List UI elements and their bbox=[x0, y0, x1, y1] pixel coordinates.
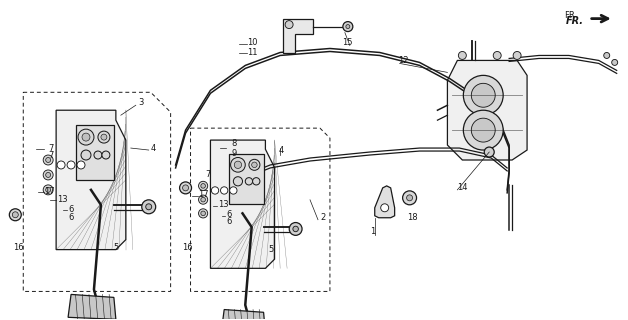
Circle shape bbox=[230, 187, 237, 194]
Text: 8: 8 bbox=[231, 139, 237, 148]
Text: 4: 4 bbox=[151, 144, 156, 153]
Text: 1: 1 bbox=[370, 227, 375, 236]
Text: 7: 7 bbox=[48, 144, 53, 153]
Polygon shape bbox=[283, 19, 313, 53]
Text: 11: 11 bbox=[247, 48, 257, 57]
Circle shape bbox=[94, 151, 102, 159]
Text: 12: 12 bbox=[398, 56, 408, 65]
Text: 10: 10 bbox=[247, 38, 257, 47]
Circle shape bbox=[201, 184, 205, 188]
Polygon shape bbox=[210, 140, 274, 268]
Circle shape bbox=[212, 187, 219, 194]
Bar bbox=[76, 125, 114, 180]
Circle shape bbox=[346, 25, 350, 28]
Circle shape bbox=[57, 161, 65, 169]
Text: 6: 6 bbox=[226, 217, 232, 226]
Text: 2: 2 bbox=[320, 213, 325, 222]
Text: 6: 6 bbox=[68, 205, 73, 214]
Polygon shape bbox=[68, 294, 116, 319]
Circle shape bbox=[252, 178, 260, 185]
Circle shape bbox=[9, 209, 21, 221]
Circle shape bbox=[82, 133, 90, 141]
Circle shape bbox=[612, 60, 618, 65]
Text: FR: FR bbox=[564, 11, 575, 20]
Circle shape bbox=[101, 134, 107, 140]
Circle shape bbox=[484, 147, 494, 157]
Circle shape bbox=[463, 110, 503, 150]
Circle shape bbox=[285, 20, 293, 28]
Circle shape bbox=[513, 52, 521, 60]
Circle shape bbox=[77, 161, 85, 169]
Polygon shape bbox=[375, 186, 394, 218]
Circle shape bbox=[67, 161, 75, 169]
Polygon shape bbox=[447, 60, 527, 160]
Circle shape bbox=[403, 191, 416, 205]
Circle shape bbox=[246, 178, 252, 185]
Text: 16: 16 bbox=[13, 243, 24, 252]
Polygon shape bbox=[56, 110, 126, 250]
Text: 13: 13 bbox=[57, 195, 68, 204]
Bar bbox=[229, 154, 264, 204]
Text: 18: 18 bbox=[408, 213, 418, 222]
Text: 16: 16 bbox=[183, 243, 193, 252]
Circle shape bbox=[463, 76, 503, 115]
Circle shape bbox=[46, 157, 51, 163]
Circle shape bbox=[381, 204, 389, 212]
Text: 17: 17 bbox=[44, 188, 55, 196]
Text: 6: 6 bbox=[68, 213, 73, 222]
Text: 14: 14 bbox=[457, 183, 468, 192]
Circle shape bbox=[183, 185, 188, 191]
Circle shape bbox=[13, 212, 18, 218]
Circle shape bbox=[198, 195, 208, 204]
Circle shape bbox=[98, 131, 110, 143]
Circle shape bbox=[43, 155, 53, 165]
Circle shape bbox=[234, 161, 242, 169]
Text: 9: 9 bbox=[231, 148, 237, 157]
Circle shape bbox=[290, 222, 302, 235]
Text: 5: 5 bbox=[113, 243, 118, 252]
Circle shape bbox=[198, 209, 208, 218]
Text: 4: 4 bbox=[278, 146, 283, 155]
Circle shape bbox=[180, 182, 192, 194]
Circle shape bbox=[472, 118, 495, 142]
Circle shape bbox=[343, 22, 353, 32]
Circle shape bbox=[252, 162, 257, 168]
Circle shape bbox=[46, 172, 51, 177]
Text: 7: 7 bbox=[205, 171, 211, 180]
Text: 7: 7 bbox=[48, 150, 53, 160]
Text: FR.: FR. bbox=[566, 16, 584, 26]
Circle shape bbox=[493, 52, 501, 60]
Circle shape bbox=[43, 170, 53, 180]
Circle shape bbox=[604, 52, 610, 59]
Circle shape bbox=[220, 187, 228, 194]
Text: 15: 15 bbox=[342, 38, 352, 47]
Circle shape bbox=[43, 185, 53, 195]
Polygon shape bbox=[222, 309, 266, 320]
Circle shape bbox=[201, 211, 205, 216]
Text: 5: 5 bbox=[268, 245, 273, 254]
Circle shape bbox=[46, 188, 51, 192]
Circle shape bbox=[81, 150, 91, 160]
Circle shape bbox=[230, 157, 246, 172]
Circle shape bbox=[458, 52, 467, 60]
Text: 3: 3 bbox=[139, 98, 144, 107]
Text: 13: 13 bbox=[219, 200, 229, 209]
Circle shape bbox=[293, 226, 298, 232]
Circle shape bbox=[198, 181, 208, 190]
Circle shape bbox=[234, 177, 242, 186]
Circle shape bbox=[78, 129, 94, 145]
Circle shape bbox=[249, 159, 260, 170]
Text: 17: 17 bbox=[198, 190, 209, 199]
Circle shape bbox=[472, 83, 495, 107]
Circle shape bbox=[406, 195, 413, 201]
Circle shape bbox=[102, 151, 110, 159]
Text: 6: 6 bbox=[226, 210, 232, 219]
Circle shape bbox=[201, 197, 205, 202]
Circle shape bbox=[146, 204, 152, 210]
Circle shape bbox=[142, 200, 156, 214]
